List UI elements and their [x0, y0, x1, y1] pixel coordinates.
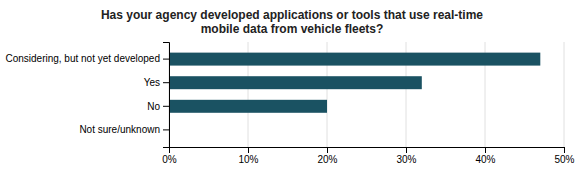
- x-axis-line: [170, 148, 565, 154]
- chart-title-line: Has your agency developed applications o…: [101, 8, 483, 22]
- y-tick-mark: [163, 59, 169, 60]
- y-tick: Considering, but not yet developed: [5, 53, 169, 64]
- bar: [169, 53, 540, 66]
- x-tick: 0%: [162, 147, 177, 165]
- x-tick-label: 20%: [317, 154, 337, 165]
- y-axis: Not sure/unknown No Yes Considering, but no…: [5, 43, 169, 148]
- x-tick: 40%: [475, 147, 495, 165]
- x-tick: 50%: [554, 147, 574, 165]
- x-tick: 10%: [238, 147, 258, 165]
- x-tick: 30%: [396, 147, 416, 165]
- chart-title: Has your agency developed applications o…: [101, 8, 483, 36]
- x-tick-mark: [248, 147, 249, 153]
- plot: 0% 10% 20% 30% 40% 50% Not sure/unknown No Yes Co…: [5, 42, 574, 165]
- x-tick: 20%: [317, 147, 337, 165]
- y-tick-label: No: [147, 100, 160, 111]
- x-tick-mark: [564, 147, 565, 153]
- bar: [169, 100, 327, 113]
- x-tick-mark: [485, 147, 486, 153]
- x-tick-label: 50%: [554, 154, 574, 165]
- y-tick: No: [147, 100, 169, 111]
- chart-title-line: mobile data from vehicle fleets?: [201, 22, 384, 36]
- y-tick-mark: [163, 106, 169, 107]
- y-tick-mark: [163, 129, 169, 130]
- x-axis: 0% 10% 20% 30% 40% 50%: [162, 147, 574, 165]
- y-tick-label: Not sure/unknown: [79, 124, 160, 135]
- y-tick-label: Considering, but not yet developed: [5, 53, 160, 64]
- y-tick: Not sure/unknown: [79, 124, 169, 135]
- bar: [169, 76, 422, 89]
- grid: [169, 42, 564, 147]
- x-tick-mark: [327, 147, 328, 153]
- y-tick-label: Yes: [144, 77, 160, 88]
- x-tick-label: 40%: [475, 154, 495, 165]
- chart-svg: Has your agency developed applications o…: [0, 0, 584, 169]
- chart-container: Has your agency developed applications o…: [0, 0, 584, 169]
- y-axis-line: [163, 43, 170, 148]
- y-tick: Yes: [144, 77, 169, 88]
- grid-line: [564, 42, 565, 147]
- x-tick-mark: [406, 147, 407, 153]
- x-tick-label: 10%: [238, 154, 258, 165]
- x-tick-label: 0%: [162, 154, 177, 165]
- y-tick-mark: [163, 82, 169, 83]
- x-tick-label: 30%: [396, 154, 416, 165]
- bars: [169, 53, 540, 113]
